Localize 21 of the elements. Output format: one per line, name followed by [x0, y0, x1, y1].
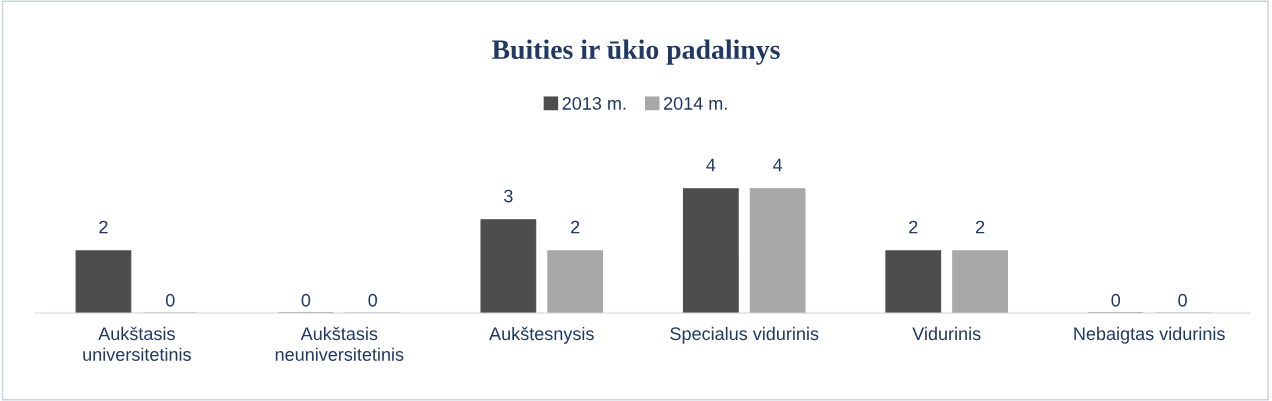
data-label: 4	[706, 158, 716, 172]
legend-label: 2013 m.	[562, 97, 626, 110]
data-label: 2	[975, 220, 985, 234]
data-label: 0	[368, 293, 378, 307]
x-tick-label: Aukštasis neuniversitetinis	[275, 326, 404, 361]
data-label: 2	[99, 220, 108, 234]
data-label: 2	[571, 220, 580, 234]
data-label: 4	[773, 158, 783, 172]
chart-title: Buities ir ūkio padalinys	[491, 39, 780, 65]
legend-label: 2014 m.	[663, 97, 727, 110]
data-label: 0	[1111, 293, 1121, 307]
x-tick-label: Aukštasis universitetinis	[83, 326, 191, 361]
x-tick-label: Specialus vidurinis	[670, 326, 819, 344]
data-label: 3	[504, 189, 513, 203]
data-label: 2	[909, 220, 918, 234]
data-label: 0	[165, 293, 175, 307]
x-tick-label: Vidurinis	[912, 326, 981, 341]
data-label: 0	[1178, 293, 1187, 307]
x-tick-label: Aukštesnysis	[489, 326, 594, 344]
data-label: 0	[301, 293, 311, 307]
x-tick-label: Nebaigtas vidurinis	[1074, 326, 1225, 344]
